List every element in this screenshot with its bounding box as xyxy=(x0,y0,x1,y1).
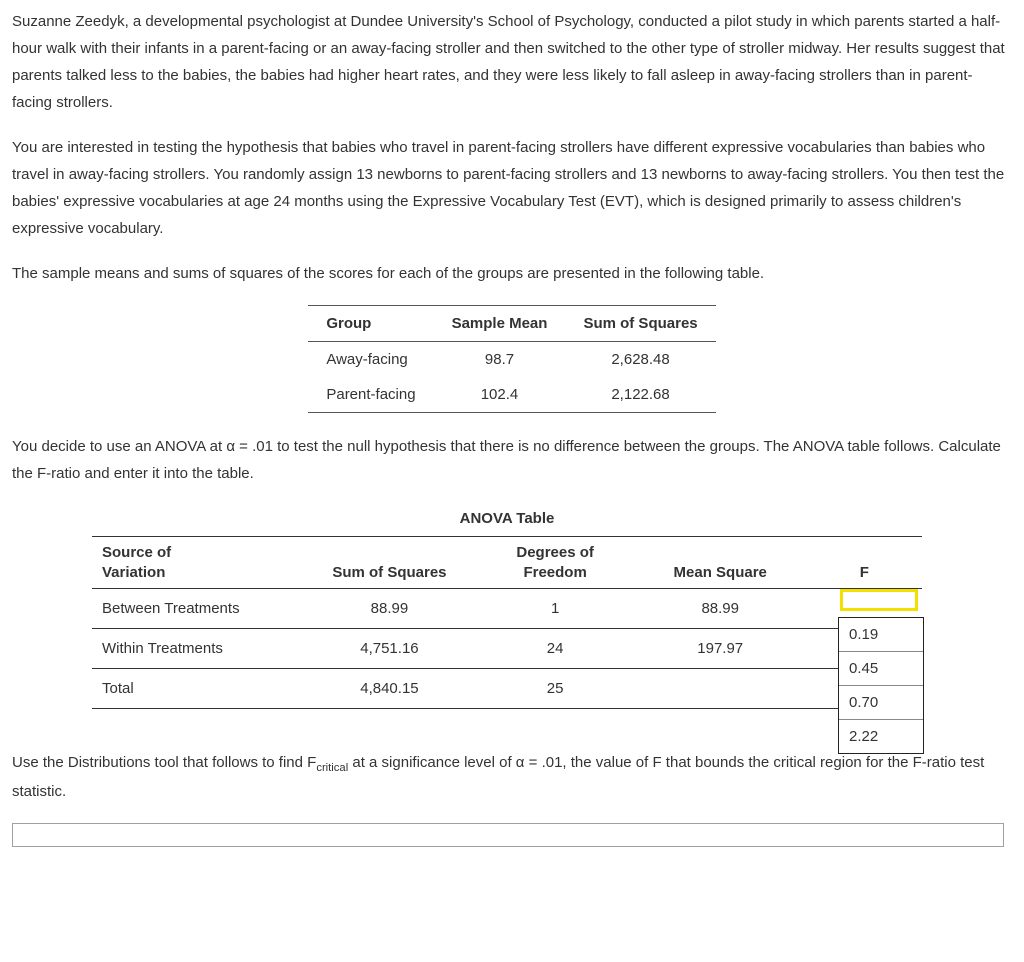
f-ratio-input[interactable] xyxy=(840,589,918,611)
table-row: Parent-facing 102.4 2,122.68 xyxy=(308,377,715,413)
anova-source-cell: Within Treatments xyxy=(92,629,302,669)
intro-paragraph-3: The sample means and sums of squares of … xyxy=(12,260,1012,287)
intro-paragraph-2: You are interested in testing the hypoth… xyxy=(12,134,1012,242)
anova-ss-cell: 4,751.16 xyxy=(302,629,476,669)
f-option[interactable]: 0.45 xyxy=(839,652,923,686)
ss-cell: 2,628.48 xyxy=(565,342,715,378)
anova-container: ANOVA Table Source ofVariation Sum of Sq… xyxy=(92,505,922,709)
ss-cell: 2,122.68 xyxy=(565,377,715,413)
anova-col-f: F xyxy=(807,537,922,589)
anova-row-within: Within Treatments 4,751.16 24 197.97 xyxy=(92,629,922,669)
intro-paragraph-1: Suzanne Zeedyk, a developmental psycholo… xyxy=(12,8,1012,116)
anova-ss-cell: 88.99 xyxy=(302,589,476,629)
fcritical-instruction: Use the Distributions tool that follows … xyxy=(12,749,1012,805)
mean-cell: 102.4 xyxy=(434,377,566,413)
anova-df-cell: 25 xyxy=(476,669,633,709)
anova-df-cell: 24 xyxy=(476,629,633,669)
anova-instruction: You decide to use an ANOVA at α = .01 to… xyxy=(12,433,1012,487)
anova-col-ss: Sum of Squares xyxy=(302,537,476,589)
fcrit-sub: critical xyxy=(316,762,348,774)
groups-col-ss: Sum of Squares xyxy=(565,306,715,342)
anova-col-ms: Mean Square xyxy=(634,537,807,589)
anova-ms-cell: 88.99 xyxy=(634,589,807,629)
anova-ms-cell xyxy=(634,669,807,709)
group-cell: Parent-facing xyxy=(308,377,433,413)
anova-col-source: Source ofVariation xyxy=(92,537,302,589)
groups-col-group: Group xyxy=(308,306,433,342)
anova-row-total: Total 4,840.15 25 xyxy=(92,669,922,709)
anova-source-cell: Between Treatments xyxy=(92,589,302,629)
f-option[interactable]: 0.19 xyxy=(839,618,923,652)
anova-row-between: Between Treatments 88.99 1 88.99 xyxy=(92,589,922,629)
fcrit-text-a: Use the Distributions tool that follows … xyxy=(12,754,316,771)
mean-cell: 98.7 xyxy=(434,342,566,378)
f-ratio-dropdown[interactable]: 0.19 0.45 0.70 2.22 xyxy=(838,617,924,754)
group-cell: Away-facing xyxy=(308,342,433,378)
anova-title: ANOVA Table xyxy=(92,505,922,532)
f-option[interactable]: 0.70 xyxy=(839,686,923,720)
groups-table: Group Sample Mean Sum of Squares Away-fa… xyxy=(308,305,715,413)
anova-col-df: Degrees ofFreedom xyxy=(476,537,633,589)
table-row: Away-facing 98.7 2,628.48 xyxy=(308,342,715,378)
distributions-tool[interactable] xyxy=(12,823,1004,847)
anova-source-cell: Total xyxy=(92,669,302,709)
groups-col-mean: Sample Mean xyxy=(434,306,566,342)
anova-ms-cell: 197.97 xyxy=(634,629,807,669)
anova-table: Source ofVariation Sum of Squares Degree… xyxy=(92,536,922,709)
anova-df-cell: 1 xyxy=(476,589,633,629)
anova-ss-cell: 4,840.15 xyxy=(302,669,476,709)
f-option[interactable]: 2.22 xyxy=(839,720,923,753)
